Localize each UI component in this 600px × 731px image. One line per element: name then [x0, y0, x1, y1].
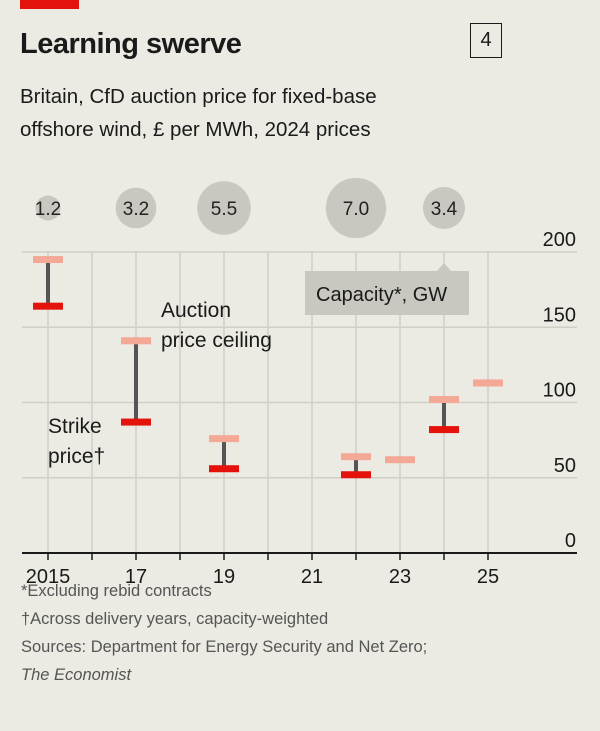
annotation-ceiling-line2: price ceiling [161, 329, 272, 352]
ceiling-marker [341, 453, 371, 461]
y-tick-label: 100 [543, 380, 576, 402]
ceiling-marker [429, 395, 459, 403]
capacity-bubble [115, 187, 157, 229]
capacity-label: 3.4 [431, 199, 458, 220]
y-tick-label: 200 [543, 229, 576, 251]
capacity-callout-box [305, 263, 469, 315]
ceiling-marker [33, 256, 63, 264]
chart-subtitle: Britain, CfD auction price for fixed-bas… [20, 80, 540, 146]
sources: Sources: Department for Energy Security … [21, 638, 428, 656]
strike-marker [121, 418, 151, 426]
chart-number-badge: 4 [470, 23, 502, 58]
subtitle-line-1: Britain, CfD auction price for fixed-bas… [20, 85, 377, 108]
capacity-callout-label: Capacity*, GW [316, 284, 447, 306]
capacity-label: 7.0 [343, 199, 369, 220]
strike-marker [429, 426, 459, 434]
y-tick-label: 0 [565, 530, 576, 552]
x-tick-label: 19 [213, 566, 235, 588]
footnote-1: *Excluding rebid contracts [21, 582, 212, 600]
capacity-bubble [325, 177, 387, 239]
brand-red-bar [20, 0, 79, 9]
y-tick-label: 50 [554, 455, 576, 477]
x-tick-label: 2015 [26, 566, 71, 588]
ceiling-marker [385, 456, 415, 464]
y-tick-label: 150 [543, 304, 576, 326]
chart-title: Learning swerve [20, 28, 242, 60]
strike-marker [209, 465, 239, 473]
strike-marker [341, 471, 371, 479]
x-tick-label: 25 [477, 566, 499, 588]
x-tick-label: 17 [125, 566, 147, 588]
capacity-bubble [197, 181, 251, 235]
subtitle-line-2: offshore wind, £ per MWh, 2024 prices [20, 118, 371, 141]
annotation-ceiling-line1: Auction [161, 299, 231, 322]
x-tick-label: 23 [389, 566, 411, 588]
capacity-label: 5.5 [211, 199, 237, 220]
capacity-bubble [35, 195, 61, 221]
sources-2: The Economist [21, 666, 131, 685]
capacity-label: 1.2 [35, 199, 61, 220]
footnote-2: †Across delivery years, capacity-weighte… [21, 610, 329, 628]
ceiling-marker [209, 435, 239, 443]
capacity-bubble [422, 186, 466, 230]
x-tick-label: 21 [301, 566, 323, 588]
ceiling-marker [121, 337, 151, 345]
strike-marker [33, 302, 63, 310]
capacity-label: 3.2 [123, 199, 149, 220]
annotation-strike-line2: price† [48, 445, 105, 468]
ceiling-marker [473, 379, 503, 387]
annotation-strike-line1: Strike [48, 415, 102, 438]
source-economist: The Economist [21, 666, 132, 684]
